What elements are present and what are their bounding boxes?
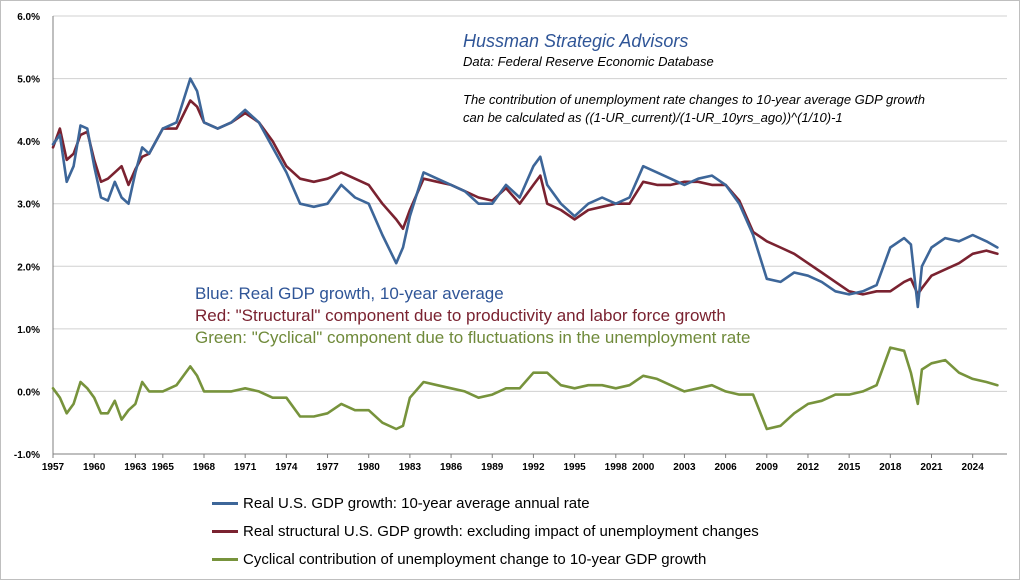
y-tick-label: 0.0% [17,387,40,398]
x-tick-label: 1965 [152,462,175,473]
legend-item-green: Cyclical contribution of unemployment ch… [212,548,706,570]
x-tick-label: 2012 [797,462,820,473]
x-tick-label: 1974 [275,462,298,473]
y-tick-label: -1.0% [14,450,40,461]
legend-swatch-green [212,557,238,561]
x-tick-label: 2021 [920,462,943,473]
series-line-structural-gdp [51,99,999,296]
chart-title: Hussman Strategic Advisors [463,31,689,51]
legend-item-blue: Real U.S. GDP growth: 10-year average an… [212,492,590,514]
data-source: Data: Federal Reserve Economic Database [463,54,714,69]
x-tick-label: 1971 [234,462,257,473]
x-tick-label: 1968 [193,462,216,473]
y-tick-labels: -1.0% 0.0% 1.0% 2.0% 3.0% 4.0% 5.0% 6.0% [14,12,40,461]
x-tick-label: 1986 [440,462,463,473]
color-note-blue: Blue: Real GDP growth, 10-year average [195,284,504,303]
x-tick-label: 1989 [481,462,504,473]
x-tick-label: 2024 [962,462,985,473]
series-line-real-gdp [51,77,999,309]
y-tick-label: 3.0% [17,200,40,211]
x-tick-label: 2015 [838,462,861,473]
x-tick-label: 2006 [714,462,737,473]
x-tick-label: 1983 [399,462,422,473]
formula-note-line-2: can be calculated as ((1-UR_current)/(1-… [463,110,843,125]
gridlines [53,15,1007,455]
series-line-cyclical [51,346,999,431]
x-tick-label: 1992 [522,462,545,473]
y-tick-label: 5.0% [17,75,40,86]
formula-note-line-1: The contribution of unemployment rate ch… [463,92,925,107]
x-tick-label: 1963 [124,462,147,473]
y-tick-label: 4.0% [17,137,40,148]
legend-swatch-blue [212,501,238,505]
x-tick-label: 2003 [673,462,696,473]
legend-label-red: Real structural U.S. GDP growth: excludi… [243,522,759,540]
y-tick-label: 1.0% [17,325,40,336]
x-tick-label: 1957 [42,462,65,473]
axes [52,16,1007,458]
x-tick-label: 1977 [316,462,339,473]
legend-label-blue: Real U.S. GDP growth: 10-year average an… [243,494,590,512]
color-note-red: Red: "Structural" component due to produ… [195,306,726,325]
y-tick-label: 2.0% [17,262,40,273]
series-lines [51,77,999,431]
x-tick-label: 1960 [83,462,106,473]
x-tick-label: 1995 [563,462,586,473]
x-tick-labels: 1957 1960 1963 1965 1968 1971 1974 1977 1980 1983… [42,462,984,473]
x-tick-label: 1998 [605,462,628,473]
x-tick-label: 2018 [879,462,902,473]
y-tick-label: 6.0% [17,12,40,23]
legend-item-red: Real structural U.S. GDP growth: excludi… [212,520,759,542]
x-tick-label: 2009 [756,462,779,473]
legend-swatch-red [212,529,238,533]
color-note-green: Green: "Cyclical" component due to fluct… [195,328,751,347]
legend-label-green: Cyclical contribution of unemployment ch… [243,550,707,568]
x-tick-label: 1980 [358,462,381,473]
x-tick-label: 2000 [632,462,655,473]
